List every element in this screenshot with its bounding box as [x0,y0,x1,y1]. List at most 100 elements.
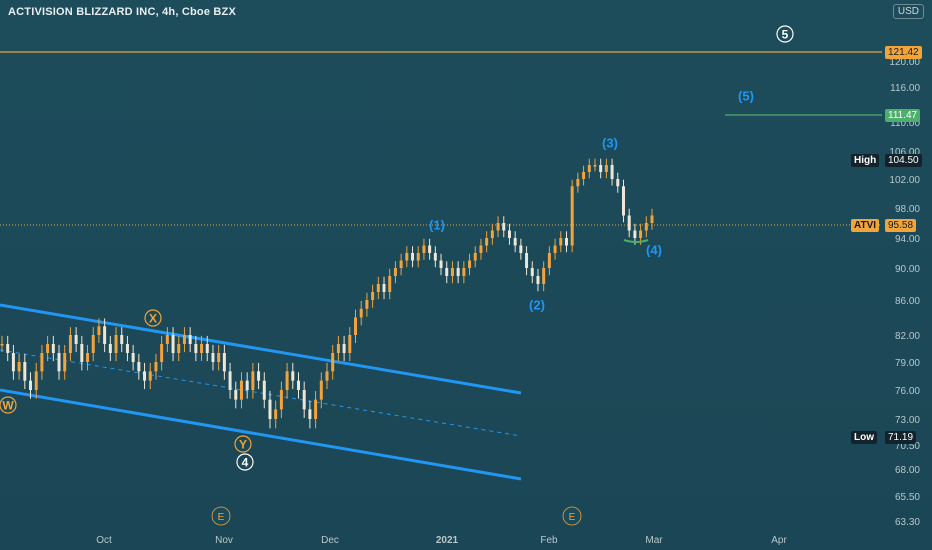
candle-body [314,399,318,419]
earnings-marker [211,506,231,526]
candle-body [114,335,118,353]
candle-body [393,268,397,276]
candle-body [91,335,95,353]
support-marker [623,239,649,243]
y-tick-label: 73.00 [895,415,920,426]
currency-button[interactable]: USD [892,4,924,19]
y-tick-label: 86.00 [895,296,920,307]
stat-label-low: Low [851,431,877,444]
price-tag-111: 111.47 [885,109,921,122]
candle-body [433,253,437,261]
candle-body [51,344,55,353]
channel-lower-line [0,388,522,481]
candle-body [0,344,4,346]
candle-body [348,335,352,353]
earnings-marker-label: E [218,512,225,523]
candle-body [80,344,84,362]
stat-label-high: High [851,154,880,167]
candle-body [610,165,614,179]
y-tick-label: 82.00 [895,331,920,342]
candle-body [222,353,226,372]
candle-body [11,353,15,372]
candle-body [148,371,152,381]
candle-body [382,284,386,292]
candle-body [428,245,432,253]
candle-body [154,362,158,372]
candle-body [359,308,363,318]
y-tick-label: 98.00 [895,204,920,215]
y-tick-label: 90.00 [895,264,920,275]
candle-body [217,353,221,362]
candle-body [604,165,608,172]
x-tick-label: Oct [96,535,112,546]
candle-body [530,268,534,276]
candle-body [46,344,50,353]
candle-body [456,268,460,276]
candle-body [405,253,409,261]
candle-body [547,253,551,268]
candle-body [23,362,27,381]
channel-mid-line [0,349,522,437]
candle-body [205,344,209,353]
candle-body [633,230,637,238]
wave-label-circle [776,25,794,43]
candle-body [490,230,494,238]
candle-body [296,380,300,390]
y-tick-label: 106.00 [889,147,920,158]
candle-body [536,276,540,284]
candle-body [399,260,403,268]
candle-body [29,380,33,390]
candle-body [621,186,625,216]
y-tick-label: 65.50 [895,492,920,503]
earnings-marker-label: E [569,512,576,523]
wave-label: 4 [242,456,249,470]
candle-body [245,380,249,390]
candle-body [257,371,261,381]
candle-body [336,344,340,353]
candle-body [644,223,648,231]
candle-body [325,371,329,381]
candle-body [268,399,272,419]
stat-label-atvi: ATVI [851,219,880,232]
y-tick-label: 68.00 [895,465,920,476]
candle-body [439,260,443,268]
candle-body [131,353,135,362]
candle-body [97,326,101,335]
candle-body [473,253,477,261]
candle-body [6,344,10,353]
y-tick-label: 102.00 [889,175,920,186]
candle-body [502,223,506,231]
candle-body [485,238,489,246]
candle-body [462,268,466,276]
candle-body [376,284,380,292]
x-tick-label: Mar [645,535,663,546]
candle-body [251,371,255,390]
wave-label: (2) [529,298,545,313]
candle-body [593,165,597,167]
candle-body [125,344,129,353]
channel-upper-line [0,303,522,395]
chart-title: ACTIVISION BLIZZARD INC, 4h, Cboe BZX [8,6,237,18]
candle-body [137,362,141,372]
candle-body [291,371,295,381]
candle-body [576,179,580,187]
stat-value-high: 104.50 [885,154,922,167]
wave-label: (5) [738,89,754,104]
candle-body [331,353,335,372]
x-tick-label: Apr [771,535,787,546]
candle-body [302,390,306,410]
candle-body [182,335,186,344]
candle-body [308,409,312,419]
candle-body [650,215,654,223]
candle-body [559,238,563,246]
wave-label: W [2,399,14,413]
candle-body [411,253,415,261]
wave-label: (1) [429,218,445,233]
y-tick-label: 116.00 [890,83,920,94]
x-tick-label: Feb [540,535,558,546]
candle-body [371,292,375,300]
candle-body [160,344,164,362]
x-tick-label: Dec [321,535,339,546]
